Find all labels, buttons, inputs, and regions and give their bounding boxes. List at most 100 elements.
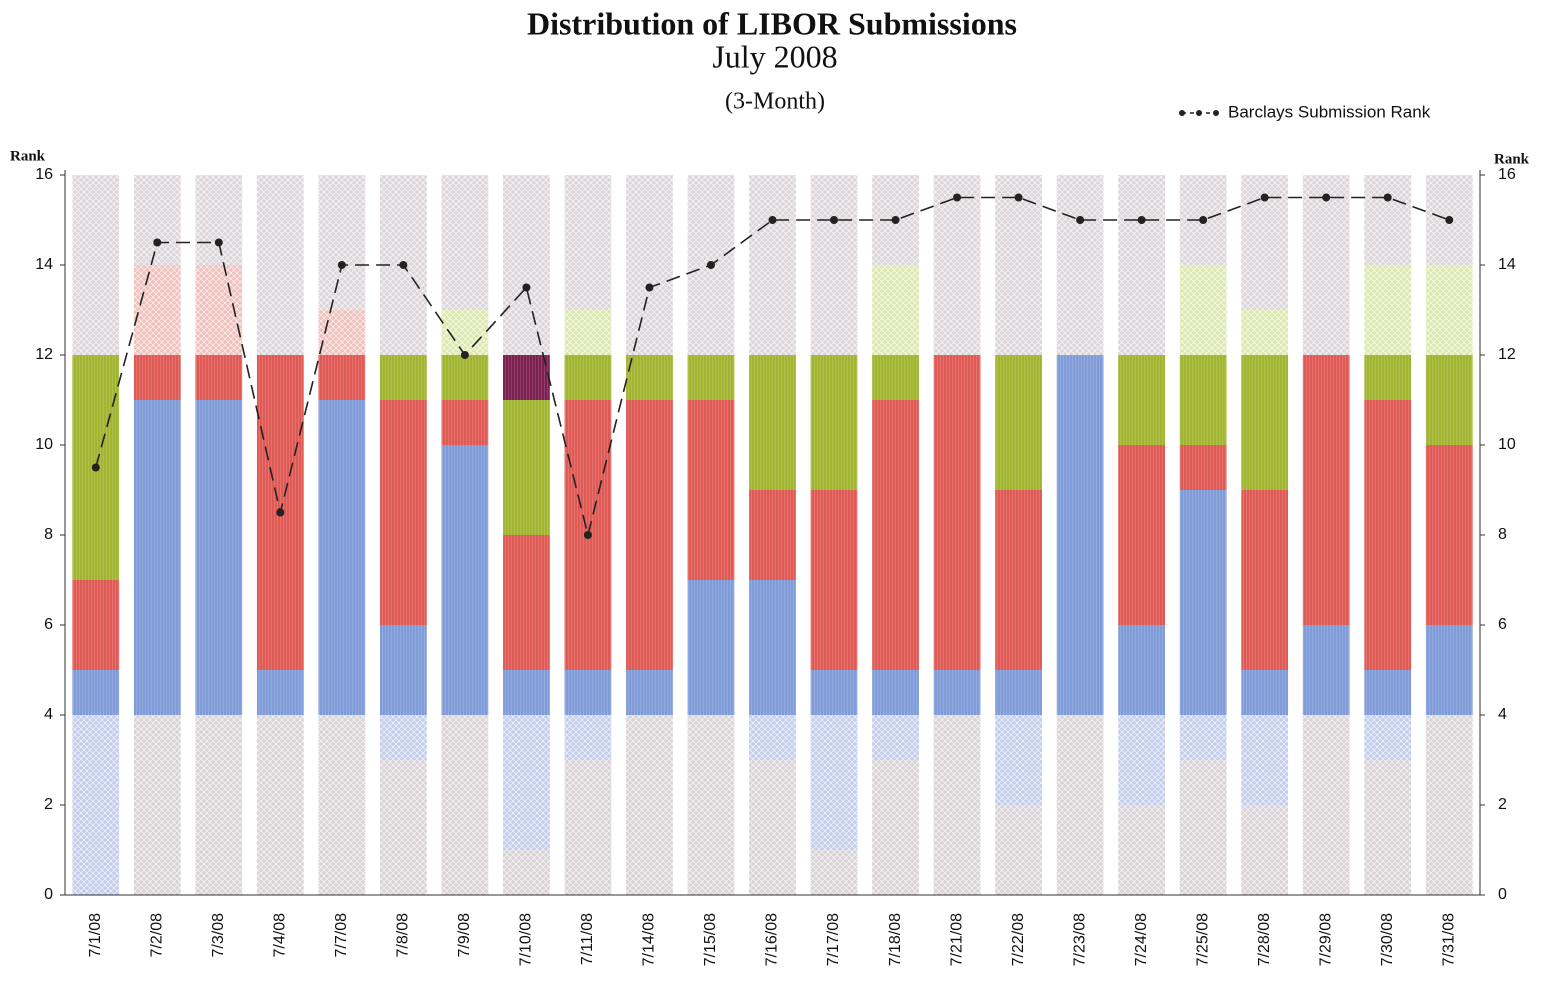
rank-point	[91, 463, 100, 472]
legend-marker	[1179, 110, 1185, 116]
bar-segment	[1302, 715, 1350, 895]
bar-segment	[1241, 355, 1289, 490]
rank-point	[399, 261, 408, 269]
bar-segment	[1364, 265, 1412, 355]
x-tick-label: 7/21/08	[948, 913, 965, 966]
chart-note: (3-Month)	[725, 89, 825, 115]
y2-tick-label: 16	[1498, 166, 1516, 183]
x-tick-label: 7/22/08	[1010, 913, 1027, 966]
bar-segment	[441, 175, 489, 310]
bar-segment	[1118, 625, 1166, 715]
bar-segment	[1179, 760, 1227, 895]
bar-segment	[933, 175, 981, 355]
bar-segment	[1364, 715, 1412, 760]
bar-segment	[256, 715, 304, 895]
x-tick-label: 7/18/08	[887, 913, 904, 966]
bar-segment	[318, 310, 366, 355]
x-tick-label: 7/2/08	[149, 913, 166, 958]
bar-segment	[564, 355, 612, 400]
x-tick-label: 7/15/08	[702, 913, 719, 966]
bar-segment	[995, 355, 1042, 490]
bar-segment	[810, 850, 858, 895]
bar-segment	[1302, 175, 1350, 355]
bar-segment	[379, 355, 427, 400]
bar-segment	[749, 490, 796, 580]
bar-segment	[379, 400, 427, 625]
bar-segment	[626, 400, 673, 670]
y2-tick-label: 0	[1498, 886, 1507, 903]
bar-segment	[687, 355, 735, 400]
x-tick-label: 7/28/08	[1256, 913, 1273, 966]
bar-segment	[1364, 670, 1412, 715]
bar-segment	[810, 490, 858, 670]
rank-point	[583, 531, 592, 539]
bar-segment	[687, 580, 735, 715]
rank-line	[94, 196, 1450, 536]
rank-point	[1260, 193, 1269, 202]
bar-segment	[1425, 715, 1473, 895]
bar-segment	[872, 715, 919, 760]
rank-point	[706, 261, 715, 269]
x-tick-label: 7/16/08	[764, 913, 781, 966]
rank-point	[1383, 193, 1392, 202]
y-tick-label: 10	[35, 436, 53, 453]
chart-title: Distribution of LIBOR Submissions	[527, 5, 1017, 41]
rank-point	[891, 216, 900, 224]
bar-segment	[933, 670, 981, 715]
bar-segment	[749, 760, 796, 895]
bar-segment	[687, 715, 735, 895]
x-tick-label: 7/7/08	[333, 913, 350, 958]
bar-segment	[995, 670, 1042, 715]
bar-segment	[1118, 805, 1166, 895]
rank-point	[214, 238, 223, 247]
bar-segment	[1118, 355, 1166, 445]
bar-segment	[441, 400, 489, 445]
bar-segment	[318, 355, 366, 400]
x-tick-label: 7/11/08	[579, 913, 596, 965]
bar-segment	[195, 175, 243, 265]
y2-tick-label: 2	[1498, 796, 1507, 813]
bar-segment	[1241, 490, 1289, 670]
bar-segment	[1179, 355, 1227, 445]
bar-segment	[503, 175, 550, 355]
x-tick-label: 7/10/08	[518, 913, 535, 966]
y-tick-label: 12	[35, 346, 53, 363]
rank-point	[1322, 193, 1331, 202]
bar-segment	[1364, 400, 1412, 670]
y-tick-label: 4	[44, 706, 53, 723]
bar-segment	[72, 670, 120, 715]
rank-point	[1445, 216, 1454, 224]
y2-tick-label: 14	[1498, 256, 1516, 273]
bar-segment	[1241, 310, 1289, 355]
x-tick-label: 7/25/08	[1194, 913, 1211, 966]
x-tick-label: 7/23/08	[1071, 913, 1088, 966]
y2-tick-label: 12	[1498, 346, 1516, 363]
rank-point	[830, 216, 839, 224]
bar-segment	[503, 715, 550, 850]
x-tick-label: 7/8/08	[395, 913, 412, 958]
rank-point	[522, 283, 531, 292]
y2-tick-label: 4	[1498, 706, 1507, 723]
bar-segment	[318, 400, 366, 715]
bar-segment	[1364, 355, 1412, 400]
y2-tick-label: 10	[1498, 436, 1516, 453]
bar-segment	[872, 400, 919, 670]
bar-segment	[256, 670, 304, 715]
rank-point	[276, 508, 285, 517]
bar-segment	[564, 310, 612, 355]
bar-segment	[564, 670, 612, 715]
x-tick-label: 7/14/08	[641, 913, 658, 966]
bar-segment	[72, 175, 120, 355]
bar-segment	[564, 175, 612, 310]
y-axis-label: Rank	[10, 148, 46, 164]
x-tick-label: 7/30/08	[1379, 913, 1396, 966]
bar-segment	[995, 490, 1042, 670]
legend-marker	[1213, 110, 1219, 116]
bar-segment	[379, 715, 427, 760]
y-tick-label: 2	[44, 796, 53, 813]
y2-tick-label: 6	[1498, 616, 1507, 633]
bar-segment	[133, 715, 181, 895]
bar-segment	[195, 400, 243, 715]
x-tick-label: 7/31/08	[1440, 913, 1457, 966]
